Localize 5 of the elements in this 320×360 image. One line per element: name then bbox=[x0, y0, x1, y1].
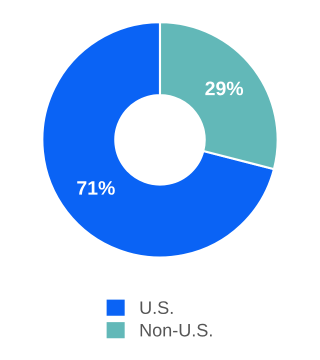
legend-label: Non-U.S. bbox=[140, 324, 212, 337]
donut-slice bbox=[41, 21, 275, 259]
data-label: 71% bbox=[77, 181, 115, 195]
legend-label: U.S. bbox=[140, 301, 173, 314]
data-label: 29% bbox=[205, 82, 244, 96]
